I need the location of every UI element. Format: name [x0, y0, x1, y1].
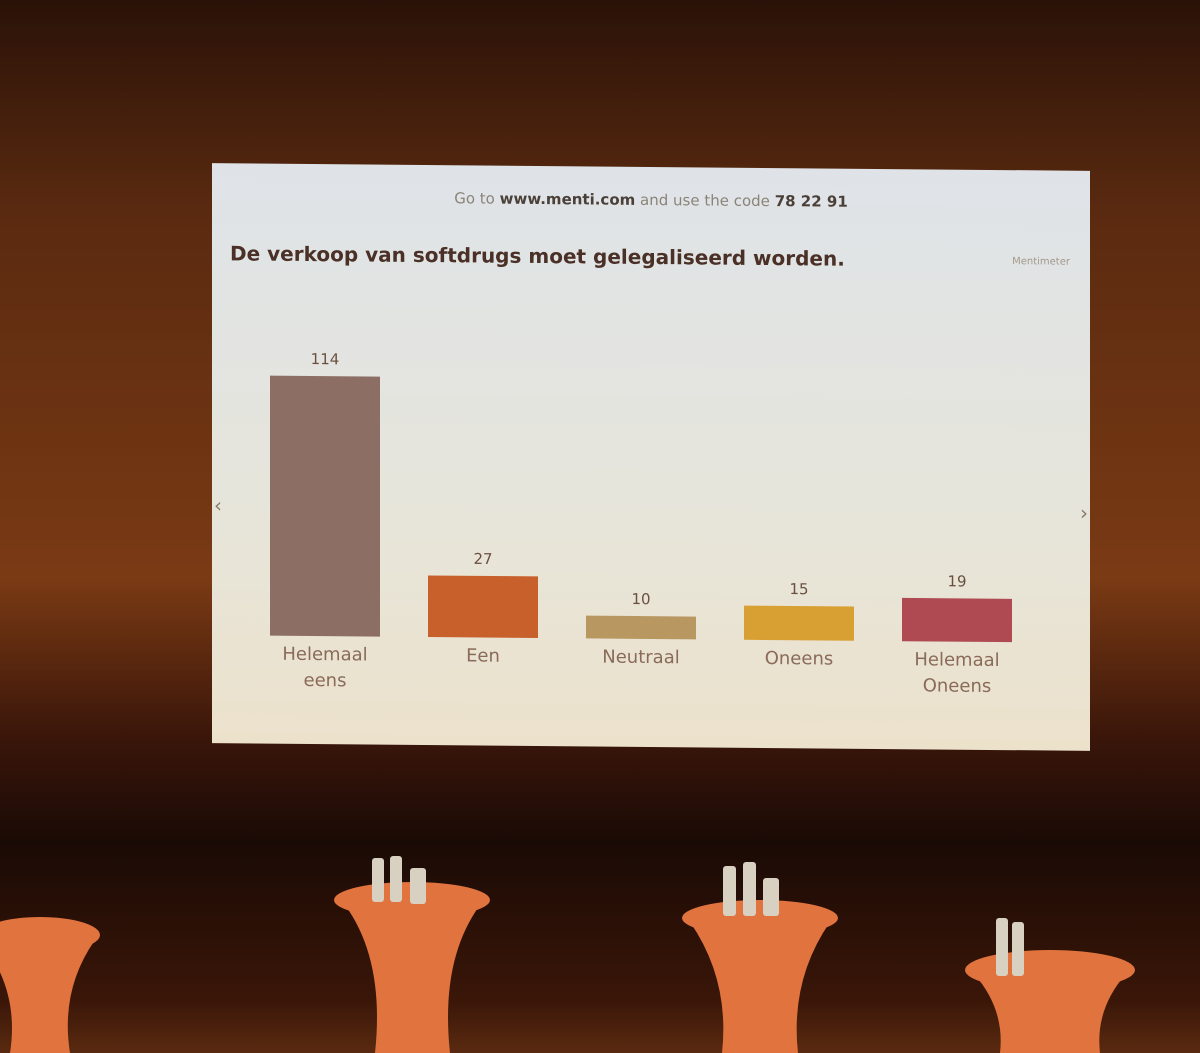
- projection-screen: Go to www.menti.com and use the code 78 …: [212, 163, 1090, 751]
- value-label: 10: [631, 590, 650, 608]
- value-label: 15: [789, 580, 808, 598]
- value-label: 114: [311, 350, 340, 368]
- chart: 114 27 10 15 19: [270, 350, 1012, 643]
- bar: [428, 575, 538, 639]
- bar: [902, 597, 1012, 643]
- tables: [0, 882, 1135, 1053]
- value-label: 19: [947, 572, 966, 590]
- bar: [586, 615, 696, 640]
- value-label: 27: [473, 550, 492, 568]
- bar: [744, 605, 854, 641]
- bar: [270, 375, 380, 637]
- bottles: [372, 856, 1024, 976]
